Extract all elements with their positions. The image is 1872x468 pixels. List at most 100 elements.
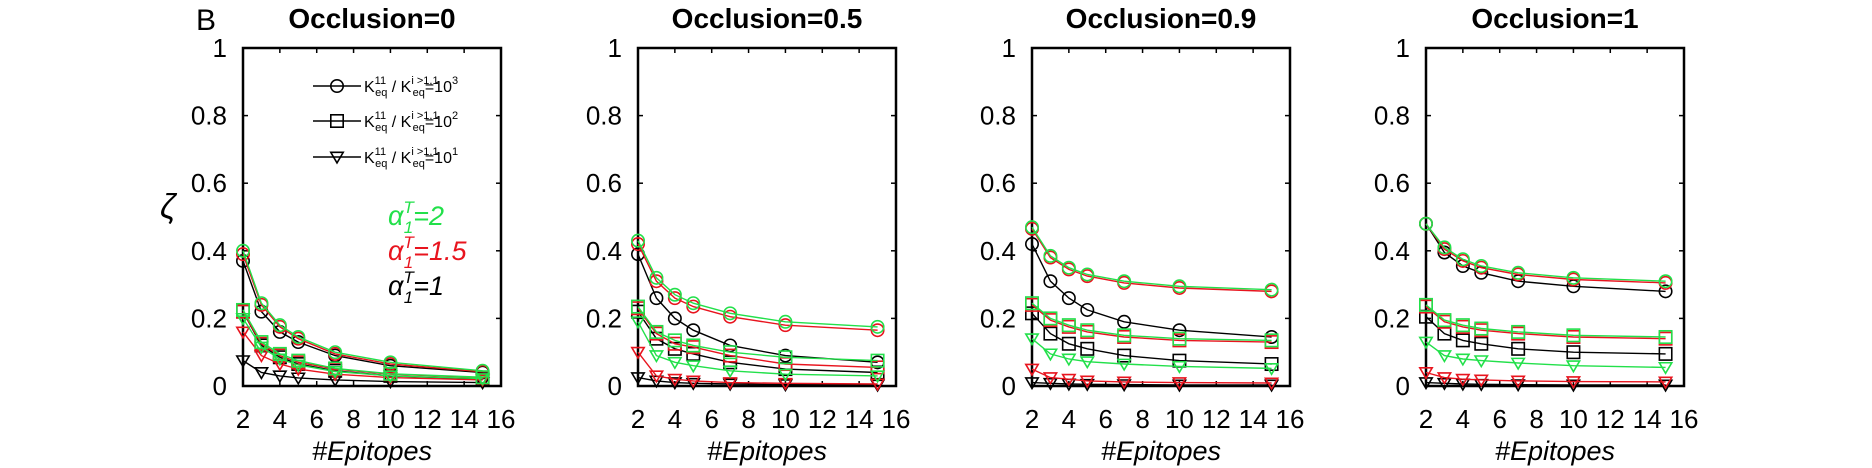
data-point-square xyxy=(1566,328,1581,343)
series-circle-green xyxy=(1025,220,1279,297)
data-point-square xyxy=(236,302,251,317)
series-line xyxy=(1425,316,1666,355)
data-point-triangle xyxy=(685,360,701,374)
series-circle-red xyxy=(1419,216,1673,290)
data-point-triangle xyxy=(648,350,665,364)
data-point-triangle xyxy=(667,377,683,391)
data-point-circle xyxy=(870,323,885,338)
x-axis-label: #Epitopes xyxy=(312,436,432,466)
data-point-circle xyxy=(649,291,664,306)
data-point-triangle xyxy=(235,326,251,340)
x-tick-label: 10 xyxy=(1559,404,1588,434)
data-point-square xyxy=(1043,311,1058,326)
data-point-square xyxy=(1658,329,1673,344)
data-point-triangle xyxy=(685,377,701,391)
data-point-triangle xyxy=(1171,360,1188,374)
data-point-triangle xyxy=(685,375,701,389)
series-triangle-black xyxy=(1418,377,1674,393)
data-point-circle xyxy=(1080,267,1095,282)
data-point-square xyxy=(1025,296,1040,311)
y-tick-label: 0 xyxy=(1002,371,1016,401)
data-point-triangle xyxy=(290,372,306,386)
data-point-square xyxy=(1264,333,1279,348)
data-point-circle xyxy=(254,296,269,311)
data-point-triangle xyxy=(1079,378,1095,392)
data-point-triangle xyxy=(253,350,270,364)
data-point-triangle xyxy=(253,341,270,355)
series-triangle-green xyxy=(1024,333,1280,376)
y-tick-label: 0.6 xyxy=(980,168,1016,198)
x-tick-label: 2 xyxy=(236,404,250,434)
data-point-circle xyxy=(1117,314,1132,329)
data-point-triangle xyxy=(1061,353,1077,367)
y-tick-label: 0 xyxy=(608,371,622,401)
data-point-triangle xyxy=(1171,377,1188,391)
x-tick-label: 14 xyxy=(845,404,874,434)
data-point-triangle xyxy=(1510,357,1526,371)
data-point-circle xyxy=(383,355,398,370)
series-triangle-green xyxy=(1418,336,1674,375)
x-axis-label: #Epitopes xyxy=(1495,436,1615,466)
data-point-circle xyxy=(723,309,738,324)
series-line xyxy=(1031,228,1272,293)
data-point-square xyxy=(723,345,738,360)
data-point-circle xyxy=(1264,282,1279,297)
data-point-circle xyxy=(686,323,701,338)
data-point-circle xyxy=(1455,252,1470,267)
data-point-square xyxy=(1061,318,1076,333)
data-point-square xyxy=(1080,341,1095,356)
data-point-triangle xyxy=(1565,360,1582,374)
data-point-circle xyxy=(272,318,287,333)
data-point-square xyxy=(870,353,885,368)
data-point-square xyxy=(1455,333,1470,348)
legend-entry: K11 eq / Ki >1,1 eq=101 xyxy=(313,146,458,170)
data-point-square xyxy=(1511,324,1526,339)
data-point-circle xyxy=(328,345,343,360)
x-tick-label: 14 xyxy=(1633,404,1662,434)
data-point-triangle xyxy=(869,378,886,392)
data-point-triangle xyxy=(1042,377,1059,391)
x-tick-label: 6 xyxy=(1098,404,1112,434)
data-point-circle xyxy=(1437,240,1452,255)
data-point-triangle xyxy=(777,368,794,382)
data-point-triangle xyxy=(1024,333,1040,347)
legend-circle-marker xyxy=(329,79,344,94)
data-point-circle xyxy=(667,287,682,302)
chart-panels: Occlusion=000.20.40.60.812 4 6 8 10 12 14 16#Ep… xyxy=(191,3,1699,466)
plot-frame xyxy=(1030,46,1292,388)
data-point-square xyxy=(1566,345,1581,360)
x-tick-label: 8 xyxy=(741,404,755,434)
series-square-green xyxy=(1419,297,1673,344)
data-point-circle xyxy=(1061,291,1076,306)
x-tick-label: 2 xyxy=(1419,404,1433,434)
data-point-triangle xyxy=(1024,377,1040,391)
chart-title: Occlusion=0.9 xyxy=(1066,3,1257,34)
series-line xyxy=(242,253,483,373)
data-point-triangle xyxy=(630,372,646,386)
series-circle-red xyxy=(1025,221,1279,299)
data-point-triangle xyxy=(648,370,665,384)
data-point-triangle xyxy=(1079,375,1095,389)
data-point-circle xyxy=(649,270,664,285)
x-tick-label: 6 xyxy=(309,404,323,434)
data-point-triangle xyxy=(1657,361,1674,375)
y-tick-label: 0.2 xyxy=(586,303,622,333)
data-point-circle xyxy=(291,329,306,344)
data-point-circle xyxy=(1117,274,1132,289)
data-point-triangle xyxy=(1263,379,1280,393)
data-point-square xyxy=(1117,328,1132,343)
series-line xyxy=(1031,304,1272,343)
data-point-triangle xyxy=(327,366,343,379)
y-tick-label: 1 xyxy=(608,33,622,63)
data-point-triangle xyxy=(1657,376,1674,390)
data-point-circle xyxy=(870,319,885,334)
x-tick-label: 16 xyxy=(1670,404,1699,434)
data-point-triangle xyxy=(1657,379,1674,393)
data-point-square xyxy=(667,333,682,348)
series-triangle-red xyxy=(630,346,886,392)
data-point-circle xyxy=(1043,274,1058,289)
data-point-square xyxy=(1080,323,1095,338)
series-circle-red xyxy=(630,237,885,338)
x-tick-label: 14 xyxy=(450,404,479,434)
x-tick-label: 2 xyxy=(631,404,645,434)
